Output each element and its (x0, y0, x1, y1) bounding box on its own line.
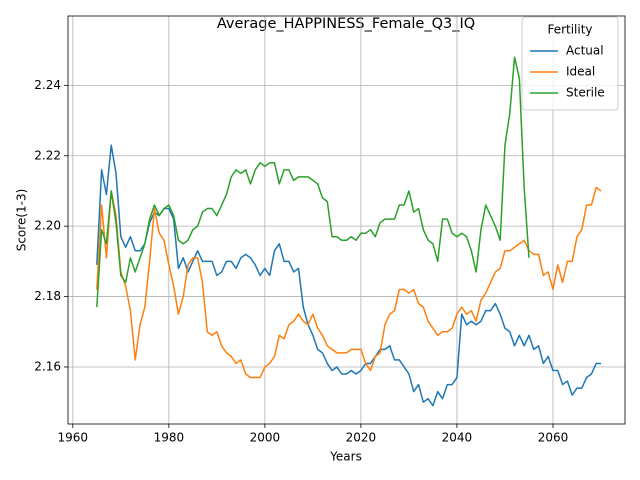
legend-label: Sterile (566, 86, 605, 100)
legend-label: Ideal (566, 65, 595, 79)
y-tick-label: 2.22 (34, 148, 61, 162)
plot-frame (67, 15, 626, 425)
line-series (96, 56, 530, 308)
y-axis-label: Score(1-3) (15, 189, 29, 252)
chart-title: Average_HAPPINESS_Female_Q3_IQ (217, 16, 475, 32)
y-tick-label: 2.20 (34, 219, 61, 233)
x-tick-label: 1980 (154, 431, 185, 445)
x-tick-label: 1960 (58, 431, 89, 445)
x-tick-label: 2020 (346, 431, 377, 445)
legend-box (521, 16, 619, 111)
x-tick-label: 2040 (442, 431, 473, 445)
x-axis-label: Years (329, 450, 362, 464)
legend-title: Fertility (547, 23, 592, 37)
legend-label: Actual (566, 44, 604, 58)
y-tick-label: 2.16 (34, 359, 61, 373)
line-series (96, 186, 602, 379)
y-tick-label: 2.18 (34, 289, 61, 303)
line-series (96, 144, 601, 407)
y-tick-label: 2.24 (34, 78, 61, 92)
legend: Fertility Actual Ideal Sterile (521, 16, 619, 111)
x-tick-label: 2000 (250, 431, 281, 445)
x-tick-label: 2060 (538, 431, 569, 445)
